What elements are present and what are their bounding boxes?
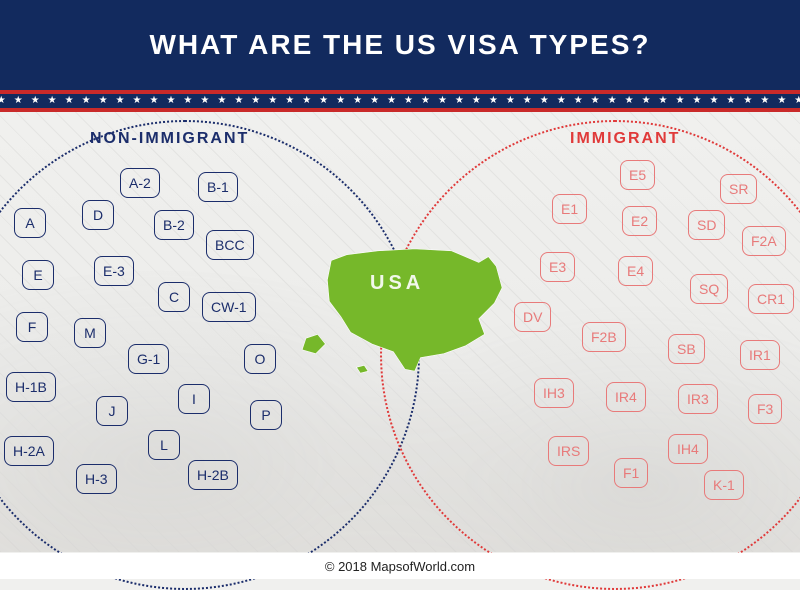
- visa-nonimm-e3: E-3: [94, 256, 134, 286]
- star-icon: ★: [760, 96, 769, 106]
- star-icon: ★: [608, 96, 617, 106]
- visa-imm-sd: SD: [688, 210, 725, 240]
- visa-nonimm-b1: B-1: [198, 172, 238, 202]
- visa-nonimm-o: O: [244, 344, 276, 374]
- star-icon: ★: [387, 96, 396, 106]
- visa-nonimm-h1b: H-1B: [6, 372, 56, 402]
- star-icon: ★: [149, 96, 158, 106]
- star-icon: ★: [625, 96, 634, 106]
- visa-nonimm-c: C: [158, 282, 190, 312]
- visa-imm-sr: SR: [720, 174, 757, 204]
- star-icon: ★: [421, 96, 430, 106]
- visa-nonimm-cw1: CW-1: [202, 292, 256, 322]
- visa-nonimm-p: P: [250, 400, 282, 430]
- usa-label: USA: [370, 272, 424, 295]
- star-icon: ★: [777, 96, 786, 106]
- star-icon: ★: [692, 96, 701, 106]
- star-icon: ★: [659, 96, 668, 106]
- star-icon: ★: [319, 96, 328, 106]
- visa-nonimm-j: J: [96, 396, 128, 426]
- flag-stripe: ★ ★ ★ ★ ★ ★ ★ ★ ★ ★ ★ ★ ★ ★ ★ ★ ★ ★ ★ ★ ★ ★ ★ ★ ★ ★ ★ ★ ★ ★ ★ ★ ★ ★ ★ ★ ★ ★ ★ ★…: [0, 90, 800, 112]
- star-icon: ★: [523, 96, 532, 106]
- visa-nonimm-g1: G-1: [128, 344, 169, 374]
- star-icon: ★: [31, 96, 40, 106]
- star-icon: ★: [336, 96, 345, 106]
- main-diagram: NON-IMMIGRANT IMMIGRANT USA AA-2B-1DB-2E…: [0, 112, 800, 552]
- visa-imm-ir1: IR1: [740, 340, 780, 370]
- visa-imm-e2: E2: [622, 206, 657, 236]
- star-icon: ★: [0, 96, 6, 106]
- visa-imm-cr1: CR1: [748, 284, 794, 314]
- star-icon: ★: [794, 96, 800, 106]
- star-icon: ★: [166, 96, 175, 106]
- star-icon: ★: [540, 96, 549, 106]
- star-icon: ★: [133, 96, 142, 106]
- visa-imm-dv: DV: [514, 302, 551, 332]
- visa-nonimm-h3: H-3: [76, 464, 117, 494]
- visa-imm-e1: E1: [552, 194, 587, 224]
- star-icon: ★: [99, 96, 108, 106]
- star-icon: ★: [116, 96, 125, 106]
- header: WHAT ARE THE US VISA TYPES?: [0, 0, 800, 90]
- visa-imm-f2b: F2B: [582, 322, 626, 352]
- star-icon: ★: [268, 96, 277, 106]
- visa-imm-ih4: IH4: [668, 434, 708, 464]
- visa-nonimm-h2b: H-2B: [188, 460, 238, 490]
- star-icon: ★: [65, 96, 74, 106]
- star-icon: ★: [591, 96, 600, 106]
- star-icon: ★: [557, 96, 566, 106]
- footer: © 2018 MapsofWorld.com: [0, 553, 800, 579]
- star-icon: ★: [574, 96, 583, 106]
- star-icon: ★: [676, 96, 685, 106]
- visa-imm-f3: F3: [748, 394, 782, 424]
- star-icon: ★: [217, 96, 226, 106]
- visa-nonimm-h2a: H-2A: [4, 436, 54, 466]
- star-icon: ★: [285, 96, 294, 106]
- visa-nonimm-b2: B-2: [154, 210, 194, 240]
- star-icon: ★: [404, 96, 413, 106]
- visa-imm-f2a: F2A: [742, 226, 786, 256]
- copyright-text: © 2018 MapsofWorld.com: [325, 559, 475, 574]
- visa-nonimm-i: I: [178, 384, 210, 414]
- star-icon: ★: [743, 96, 752, 106]
- star-icon: ★: [200, 96, 209, 106]
- star-icon: ★: [302, 96, 311, 106]
- star-icon: ★: [183, 96, 192, 106]
- visa-imm-ir3: IR3: [678, 384, 718, 414]
- star-icon: ★: [353, 96, 362, 106]
- visa-nonimm-f: F: [16, 312, 48, 342]
- star-icon: ★: [234, 96, 243, 106]
- visa-imm-f1: F1: [614, 458, 648, 488]
- visa-nonimm-a2: A-2: [120, 168, 160, 198]
- star-icon: ★: [709, 96, 718, 106]
- star-icon: ★: [472, 96, 481, 106]
- visa-imm-sb: SB: [668, 334, 705, 364]
- star-icon: ★: [726, 96, 735, 106]
- visa-nonimm-e: E: [22, 260, 54, 290]
- visa-imm-e5: E5: [620, 160, 655, 190]
- visa-nonimm-m: M: [74, 318, 106, 348]
- star-icon: ★: [48, 96, 57, 106]
- visa-imm-ih3: IH3: [534, 378, 574, 408]
- visa-imm-k1: K-1: [704, 470, 744, 500]
- visa-nonimm-a: A: [14, 208, 46, 238]
- visa-imm-irs: IRS: [548, 436, 589, 466]
- star-icon: ★: [14, 96, 23, 106]
- visa-nonimm-l: L: [148, 430, 180, 460]
- star-icon: ★: [251, 96, 260, 106]
- star-icon: ★: [455, 96, 464, 106]
- page-title: WHAT ARE THE US VISA TYPES?: [150, 29, 651, 61]
- visa-nonimm-bcc: BCC: [206, 230, 254, 260]
- star-icon: ★: [642, 96, 651, 106]
- star-icon: ★: [489, 96, 498, 106]
- star-icon: ★: [82, 96, 91, 106]
- visa-imm-e4: E4: [618, 256, 653, 286]
- visa-imm-sq: SQ: [690, 274, 728, 304]
- star-icon: ★: [506, 96, 515, 106]
- star-icon: ★: [370, 96, 379, 106]
- visa-nonimm-d: D: [82, 200, 114, 230]
- star-icon: ★: [438, 96, 447, 106]
- visa-imm-ir4: IR4: [606, 382, 646, 412]
- visa-imm-e3: E3: [540, 252, 575, 282]
